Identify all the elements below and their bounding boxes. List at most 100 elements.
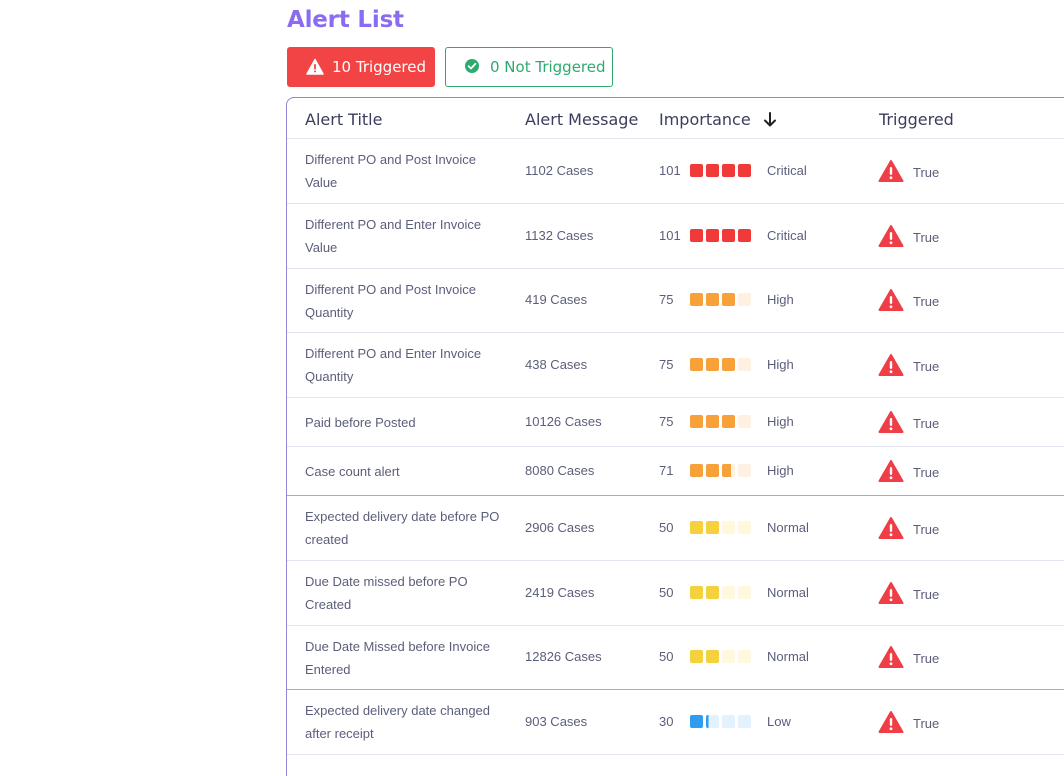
alert-message-cell: 8080 Cases (525, 462, 595, 478)
check-circle-icon (464, 58, 482, 76)
importance-bars (690, 414, 751, 428)
importance-score: 50 (659, 584, 674, 600)
not-triggered-filter-button[interactable]: 0 Not Triggered (445, 47, 613, 87)
importance-bar-segment (722, 585, 735, 599)
alert-title-cell: Case count alert (305, 463, 400, 479)
alert-title-cell: Due Date missed before PO Created (305, 574, 468, 612)
warning-icon (878, 516, 904, 543)
importance-level: High (767, 356, 794, 372)
importance-score: 75 (659, 356, 674, 372)
importance-bar-segment (706, 293, 719, 306)
triggered-value: True (913, 464, 940, 480)
importance-bar-segment (738, 228, 751, 242)
importance-bar-segment (690, 714, 703, 728)
alert-title-cell: Different PO and Enter Invoice Value (305, 217, 482, 255)
warning-icon (878, 459, 904, 486)
table-body: Different PO and Post Invoice Value 1102 … (287, 139, 1064, 755)
triggered-value: True (913, 229, 940, 245)
importance-level: High (767, 413, 794, 429)
importance-bar-segment (706, 357, 719, 371)
importance-bars (690, 714, 751, 728)
importance-bar-segment (722, 463, 735, 477)
importance-score: 75 (659, 413, 674, 429)
importance-bar-segment (690, 293, 703, 306)
importance-bars (690, 228, 751, 242)
importance-bar-segment (690, 650, 703, 663)
arrow-down-icon[interactable] (763, 112, 777, 131)
alert-message-cell: 1132 Cases (525, 227, 594, 243)
table-row[interactable]: Different PO and Enter Invoice Value 1132… (287, 204, 1064, 269)
importance-bar-segment (706, 163, 719, 177)
importance-bar-segment (738, 520, 751, 534)
triggered-value: True (913, 164, 940, 180)
importance-score: 71 (659, 462, 674, 478)
importance-bar-segment (738, 357, 751, 371)
triggered-value: True (913, 715, 940, 731)
warning-icon (878, 645, 904, 672)
importance-bars (690, 293, 751, 306)
importance-level: Normal (767, 584, 809, 600)
warning-icon (306, 58, 324, 76)
column-header-triggered[interactable]: Triggered (879, 110, 954, 129)
alert-table: Alert Title Alert Message Importance Tri… (286, 97, 1064, 776)
warning-icon (878, 710, 904, 737)
importance-bar-segment (706, 520, 719, 534)
importance-bar-segment (690, 357, 703, 371)
alert-title-cell: Different PO and Enter Invoice Quantity (305, 346, 482, 384)
alert-message-cell: 10126 Cases (525, 413, 602, 429)
importance-bar-segment (706, 714, 719, 728)
alert-message-cell: 12826 Cases (525, 649, 602, 664)
table-row[interactable]: Due Date Missed before Invoice Entered 12… (287, 626, 1064, 690)
importance-score: 30 (659, 713, 674, 729)
table-row[interactable]: Different PO and Post Invoice Value 1102 … (287, 139, 1064, 204)
table-row[interactable]: Paid before Posted 10126 Cases 75 High True (287, 398, 1064, 447)
importance-bar-segment (738, 463, 751, 477)
importance-score: 75 (659, 292, 674, 307)
table-row[interactable]: Different PO and Enter Invoice Quantity 4… (287, 333, 1064, 398)
importance-score: 50 (659, 519, 674, 535)
alert-message-cell: 419 Cases (525, 292, 588, 307)
importance-bar-segment (690, 163, 703, 177)
column-header-importance[interactable]: Importance (659, 110, 777, 131)
triggered-value: True (913, 358, 940, 374)
warning-icon (878, 224, 904, 251)
column-header-alert-title[interactable]: Alert Title (305, 110, 383, 129)
table-row[interactable]: Expected delivery date changed after rec… (287, 690, 1064, 755)
importance-bar-segment (738, 293, 751, 306)
alert-message-cell: 903 Cases (525, 713, 588, 729)
table-row[interactable]: Due Date missed before PO Created 2419 Ca… (287, 561, 1064, 626)
triggered-value: True (913, 521, 940, 537)
importance-bar-segment (706, 463, 719, 477)
importance-bar-segment (722, 163, 735, 177)
column-header-alert-message[interactable]: Alert Message (525, 110, 639, 129)
page-title: Alert List (287, 7, 404, 33)
importance-bars (690, 163, 751, 177)
table-row[interactable]: Expected delivery date before PO created… (287, 496, 1064, 561)
importance-level: High (767, 292, 794, 307)
importance-bar-segment (722, 357, 735, 371)
importance-bar-segment (738, 414, 751, 428)
alert-message-cell: 438 Cases (525, 356, 588, 372)
alert-title-cell: Different PO and Post Invoice Quantity (305, 282, 477, 320)
importance-header-label: Importance (659, 110, 751, 129)
alert-title-cell: Paid before Posted (305, 414, 416, 430)
importance-level: Low (767, 713, 791, 729)
alert-title-cell: Different PO and Post Invoice Value (305, 152, 477, 190)
importance-level: High (767, 462, 794, 478)
importance-bars (690, 357, 751, 371)
importance-level: Critical (767, 227, 807, 243)
importance-level: Normal (767, 649, 809, 664)
table-header: Alert Title Alert Message Importance Tri… (287, 98, 1064, 139)
table-row[interactable]: Case count alert 8080 Cases 71 High True (287, 447, 1064, 496)
importance-bar-segment (706, 585, 719, 599)
warning-icon (878, 288, 904, 315)
importance-score: 101 (659, 162, 681, 178)
importance-level: Critical (767, 162, 807, 178)
alert-message-cell: 1102 Cases (525, 162, 594, 178)
importance-bar-segment (690, 585, 703, 599)
alert-title-cell: Expected delivery date before PO created (305, 509, 500, 547)
triggered-filter-button[interactable]: 10 Triggered (287, 47, 435, 87)
table-row[interactable]: Different PO and Post Invoice Quantity 41… (287, 269, 1064, 333)
importance-bar-segment (706, 228, 719, 242)
